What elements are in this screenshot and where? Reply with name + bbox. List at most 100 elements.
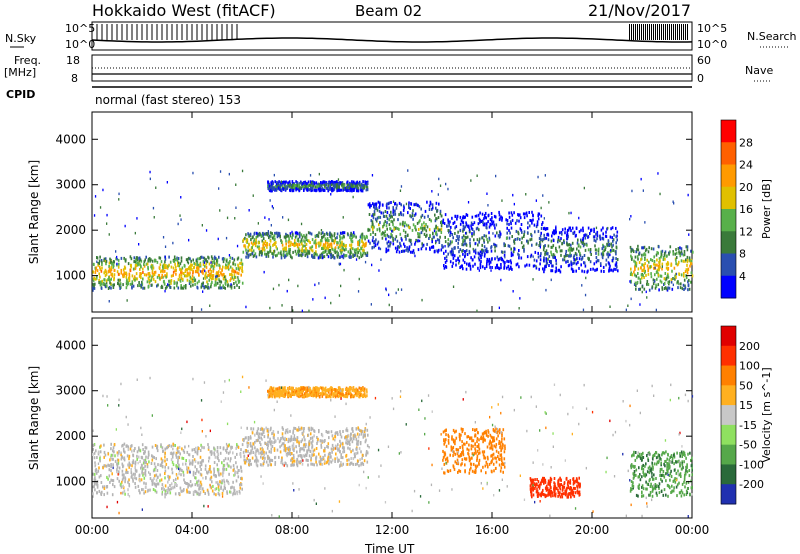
range-cell — [340, 188, 342, 192]
range-cell — [287, 448, 290, 452]
range-cell — [405, 237, 407, 241]
range-cell — [402, 213, 405, 217]
range-cell — [526, 263, 528, 267]
range-cell — [321, 181, 324, 185]
range-cell — [496, 266, 499, 269]
range-cell — [195, 490, 198, 494]
noise-cell — [378, 269, 380, 272]
noise-cell — [178, 261, 180, 265]
range-cell — [261, 432, 264, 436]
range-cell — [283, 186, 286, 190]
noise-cell — [180, 196, 182, 199]
range-cell — [229, 273, 231, 277]
range-cell — [131, 461, 134, 465]
range-cell — [358, 239, 361, 242]
range-cell — [194, 465, 196, 469]
range-cell — [343, 447, 345, 451]
range-cell — [346, 438, 348, 442]
range-cell — [644, 249, 647, 253]
range-cell — [342, 442, 344, 446]
range-cell — [96, 456, 98, 459]
range-cell — [408, 201, 410, 205]
range-cell — [663, 283, 665, 286]
range-cell — [446, 224, 448, 228]
range-cell — [438, 248, 440, 252]
range-cell — [257, 432, 259, 436]
range-cell — [483, 240, 485, 244]
range-cell — [202, 268, 204, 272]
range-cell — [447, 238, 450, 242]
noise-cell — [102, 188, 104, 192]
range-cell — [382, 211, 385, 215]
range-cell — [483, 249, 485, 253]
range-cell — [689, 264, 691, 268]
range-cell — [304, 235, 306, 239]
range-cell — [510, 222, 512, 226]
range-cell — [295, 243, 298, 246]
range-cell — [292, 453, 295, 457]
range-cell — [680, 250, 683, 254]
range-cell — [547, 257, 549, 261]
range-cell — [513, 211, 515, 215]
range-cell — [313, 241, 315, 245]
range-cell — [288, 237, 290, 241]
range-cell — [545, 265, 547, 269]
range-cell — [482, 221, 484, 224]
noise-cell — [202, 256, 204, 259]
noise-cell — [673, 202, 675, 205]
range-cell — [230, 457, 232, 461]
range-cell — [190, 263, 192, 267]
range-cell — [664, 272, 667, 275]
range-cell — [243, 244, 245, 248]
range-cell — [154, 489, 157, 493]
range-cell — [597, 247, 600, 251]
range-cell — [300, 460, 302, 463]
range-cell — [167, 475, 170, 479]
range-cell — [670, 263, 672, 267]
noise-cell — [452, 285, 455, 288]
range-cell — [203, 446, 205, 450]
range-cell — [330, 430, 333, 434]
range-cell — [432, 245, 435, 249]
range-cell — [319, 457, 322, 461]
range-cell — [169, 484, 171, 487]
noise-cell — [268, 218, 270, 221]
range-cell — [330, 243, 333, 247]
range-cell — [250, 436, 252, 440]
range-cell — [498, 218, 501, 222]
range-cell — [547, 238, 550, 242]
range-cell — [658, 268, 660, 272]
noise-cell — [330, 193, 332, 196]
range-cell — [469, 267, 472, 271]
range-cell — [378, 205, 381, 209]
range-cell — [235, 280, 237, 284]
range-cell — [390, 201, 392, 204]
range-cell — [675, 262, 677, 266]
range-cell — [175, 272, 177, 276]
range-cell — [470, 221, 473, 225]
range-cell — [262, 241, 265, 245]
noise-cell — [470, 179, 472, 182]
range-cell — [318, 244, 320, 248]
range-cell — [248, 234, 250, 238]
range-cell — [543, 245, 545, 249]
range-cell — [165, 285, 168, 289]
range-cell — [449, 260, 452, 264]
range-cell — [226, 479, 228, 483]
range-cell — [561, 249, 563, 253]
range-cell — [649, 265, 651, 269]
range-cell — [275, 245, 277, 249]
range-cell — [153, 477, 155, 480]
range-cell — [348, 187, 351, 190]
range-cell — [679, 246, 681, 250]
range-cell — [170, 487, 172, 491]
range-cell — [108, 265, 110, 268]
range-cell — [200, 461, 203, 465]
range-cell — [327, 453, 330, 457]
range-cell — [291, 185, 293, 189]
range-cell — [227, 444, 230, 448]
nsearch-max: 10^5 — [697, 22, 727, 35]
range-cell — [642, 246, 644, 250]
range-cell — [208, 278, 210, 282]
